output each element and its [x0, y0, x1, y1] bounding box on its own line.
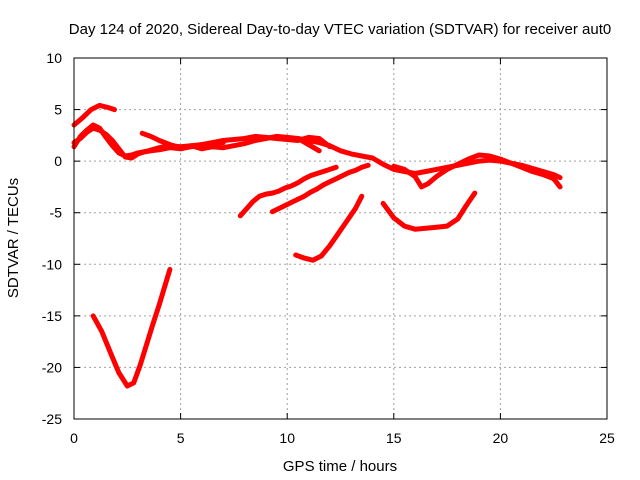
y-tick-label: -10 — [42, 256, 62, 272]
x-tick-label: 10 — [279, 430, 295, 446]
y-tick-label: 10 — [46, 50, 62, 66]
plot-frame — [73, 57, 608, 420]
x-tick-label: 25 — [599, 430, 615, 446]
series-line-arc-5 — [295, 136, 563, 181]
y-tick-label: -25 — [42, 411, 62, 427]
series-line-arc-3 — [71, 125, 226, 161]
y-tick-label: -15 — [42, 308, 62, 324]
series-line-arc-9 — [293, 193, 365, 263]
x-tick-label: 0 — [70, 430, 78, 446]
chart-title: Day 124 of 2020, Sidereal Day-to-day VTE… — [69, 21, 611, 38]
series-line-arc-4 — [139, 130, 322, 154]
series-line-arc-6 — [391, 152, 563, 190]
series-line-arc-1 — [71, 102, 117, 128]
x-axis-label: GPS time / hours — [283, 458, 397, 475]
x-tick-label: 15 — [386, 430, 402, 446]
y-tick-label: 5 — [54, 102, 62, 118]
y-tick-label: -20 — [42, 359, 62, 375]
series-line-arc-10 — [380, 190, 478, 232]
series-line-arc-7 — [237, 164, 339, 219]
x-tick-label: 20 — [493, 430, 509, 446]
y-tick-label: 0 — [54, 153, 62, 169]
y-axis-label: SDTVAR / TECUs — [5, 178, 22, 298]
series-group — [71, 102, 563, 389]
x-tick-label: 5 — [177, 430, 185, 446]
y-tick-label: -5 — [50, 205, 63, 221]
grid — [74, 58, 607, 419]
ticks: 0 5 10 15 20 25 10 5 0 -5 -10 -15 -20 -25 — [42, 50, 615, 446]
series-line-arc-11 — [90, 266, 173, 389]
series-line-arc-8 — [269, 162, 371, 215]
